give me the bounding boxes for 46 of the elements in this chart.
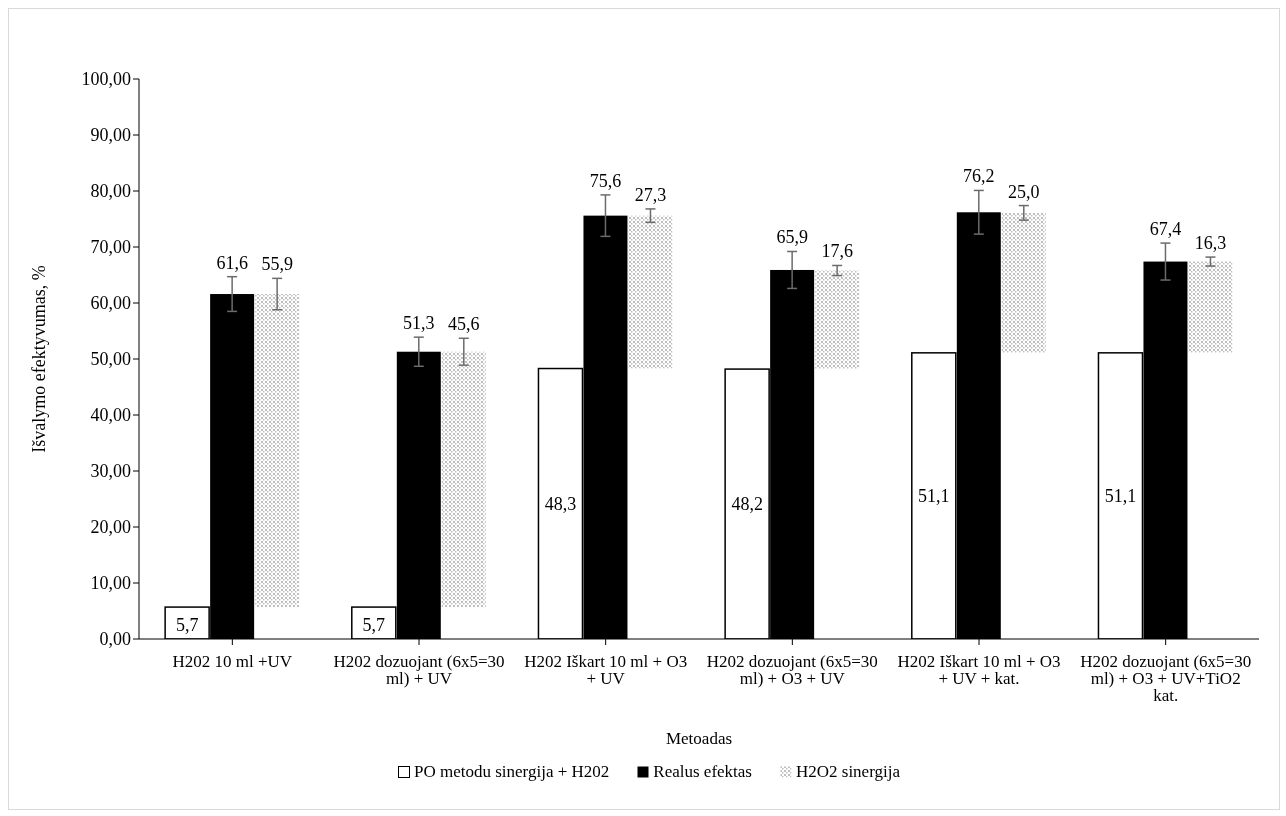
data-label: 25,0 — [1008, 181, 1040, 202]
bar — [255, 294, 300, 608]
y-tick-label: 70,00 — [90, 237, 131, 258]
bar — [628, 215, 673, 369]
y-tick-label: 60,00 — [90, 293, 131, 314]
y-tick-label: 20,00 — [90, 517, 131, 538]
data-label: 51,3 — [403, 313, 435, 334]
y-tick-label: 30,00 — [90, 461, 131, 482]
x-tick-label: H202 10 ml +UV — [172, 652, 293, 672]
y-tick-label: 40,00 — [90, 405, 131, 426]
y-tick-label: 0,00 — [99, 629, 131, 650]
bar — [1001, 212, 1046, 353]
legend-label: PO metodu sinergija + H202 — [413, 762, 610, 782]
data-label: 5,7 — [175, 615, 199, 636]
legend-label: H2O2 sinergija — [794, 762, 901, 782]
data-label: 67,4 — [1149, 219, 1182, 240]
x-tick-label: H202 dozuojant (6x5=30 ml) + O3 + UV+TiO2 kat. — [1080, 652, 1252, 706]
data-label: 51,1 — [918, 485, 950, 506]
y-tick-label: 10,00 — [90, 573, 131, 594]
x-tick-label: H202 dozuojant (6x5=30 ml) + O3 + UV — [706, 652, 878, 689]
data-label: 65,9 — [776, 227, 808, 248]
data-label: 76,2 — [963, 166, 995, 187]
y-axis-title: Išvalymo efektyvumas, % — [29, 265, 50, 453]
x-tick-label: H202 dozuojant (6x5=30 ml) + UV — [333, 652, 505, 689]
x-tick-label: H202 Iškart 10 ml + O3 + UV + kat. — [897, 652, 1061, 689]
x-axis-title: Metoadas — [665, 729, 733, 748]
data-label: 48,3 — [544, 493, 577, 514]
x-tick-label: H202 Iškart 10 ml + O3 + UV — [524, 652, 688, 689]
data-label: 48,2 — [731, 494, 763, 515]
data-label: 17,6 — [821, 241, 853, 262]
data-label: 27,3 — [634, 184, 667, 205]
y-tick-label: 50,00 — [90, 349, 131, 370]
data-label: 55,9 — [261, 254, 293, 275]
data-label: 45,6 — [448, 314, 480, 335]
data-label: 5,7 — [362, 615, 386, 636]
bar — [441, 351, 486, 608]
data-label: 75,6 — [589, 170, 622, 191]
data-label: 61,6 — [216, 252, 248, 273]
y-tick-label: 100,00 — [81, 69, 131, 90]
bar — [1188, 261, 1233, 353]
bar — [815, 270, 860, 370]
y-tick-label: 90,00 — [90, 125, 131, 146]
data-label: 16,3 — [1194, 233, 1227, 254]
data-label: 51,1 — [1104, 485, 1137, 506]
y-tick-label: 80,00 — [90, 181, 131, 202]
legend-label: Realus efektas — [652, 762, 752, 782]
